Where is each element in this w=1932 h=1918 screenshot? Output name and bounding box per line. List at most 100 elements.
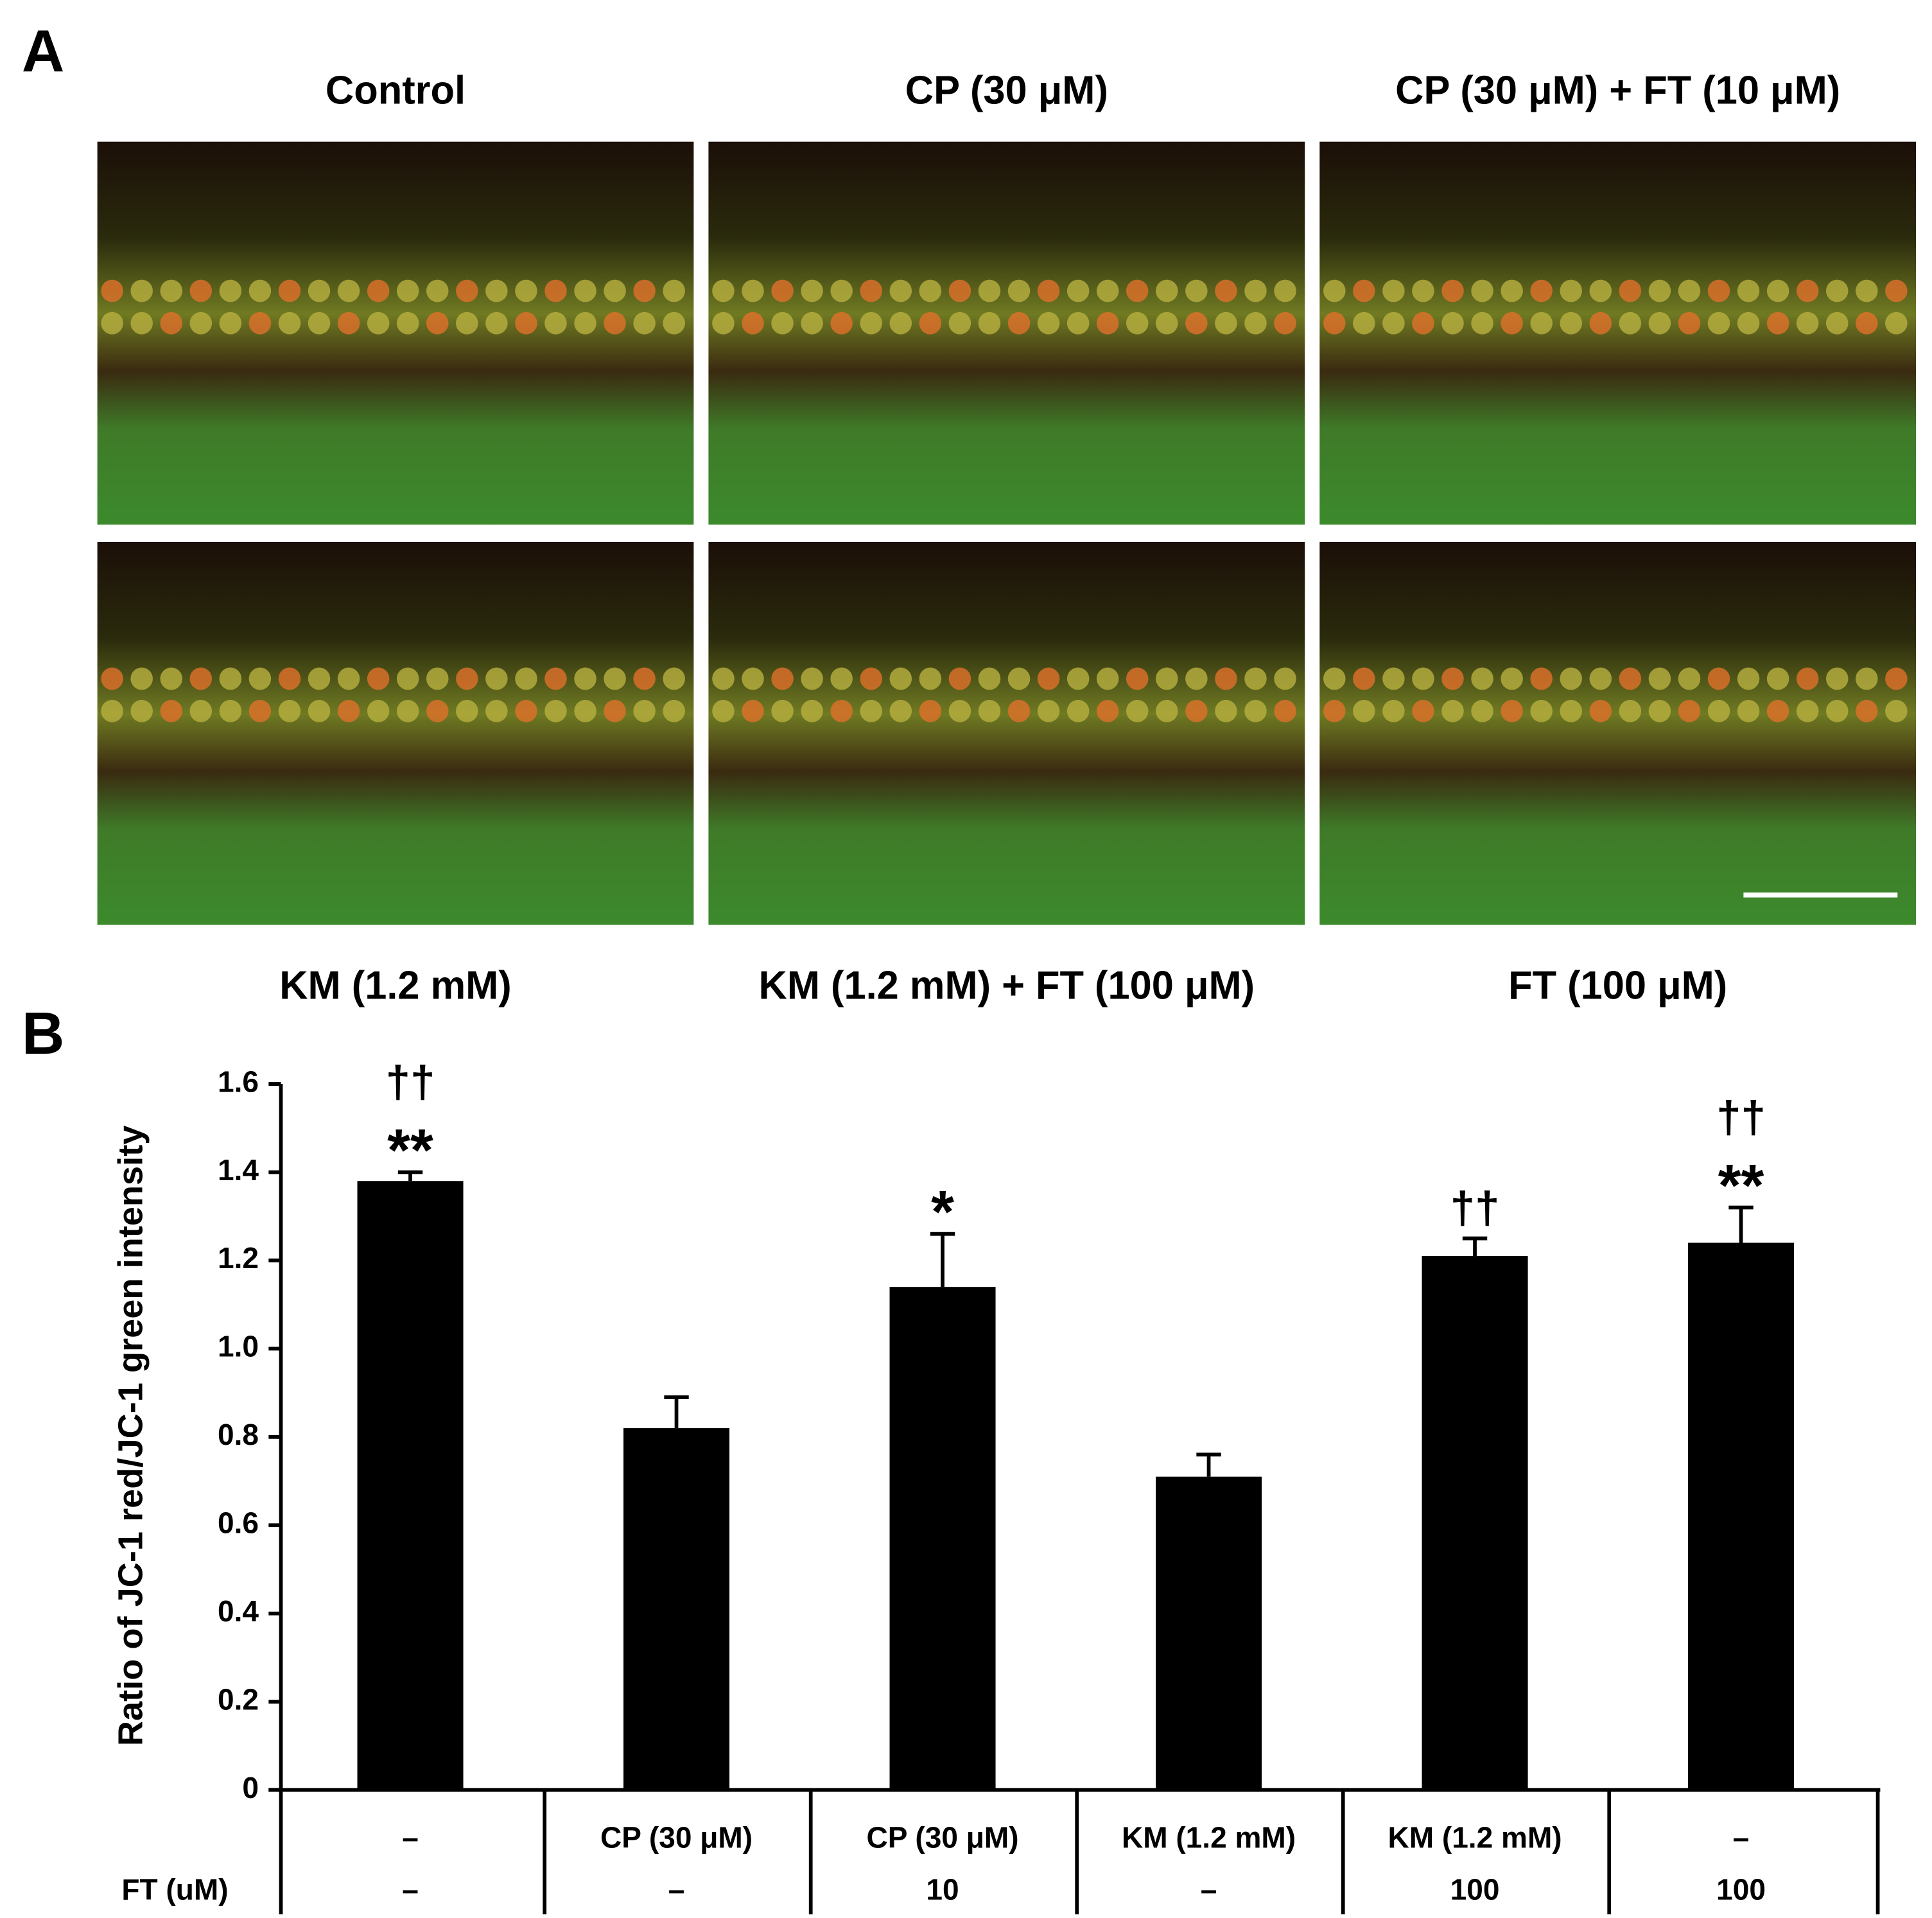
cell [801,311,823,335]
cell [1037,699,1060,722]
cell [248,311,272,335]
panel-label: B [22,1000,65,1067]
cell [948,279,971,302]
significance-mark: ** [387,1117,433,1183]
cell [1274,699,1296,722]
cell [633,279,656,302]
cell [1678,311,1701,335]
cell [1244,699,1267,722]
cell [1096,699,1119,722]
cell [189,311,213,335]
cell [801,279,823,302]
cell [130,667,153,690]
cell [633,699,656,722]
cell [101,667,123,690]
cell [278,279,301,302]
cell [1589,699,1612,722]
cell [456,311,478,335]
cell [742,699,764,722]
cell [1885,279,1908,302]
cell [1323,699,1346,722]
micrograph [708,141,1305,525]
cell [1185,667,1208,690]
cell [367,667,390,690]
cell [1501,311,1523,335]
cell [1796,311,1819,335]
cell [633,311,656,335]
cell [1353,279,1375,302]
significance-mark: †† [386,1056,435,1106]
cell [1323,311,1346,335]
cell [1156,279,1178,302]
cell [248,667,272,690]
cell [1037,279,1060,302]
cell [1707,311,1730,335]
cell [1066,311,1090,335]
cell [1737,311,1760,335]
cell [1066,699,1090,722]
cell [604,667,626,690]
cell [1707,699,1730,722]
ft-label: – [402,1872,419,1906]
significance-mark: ** [1718,1152,1764,1219]
cell [544,667,567,690]
cell [574,667,596,690]
cell [308,667,331,690]
cell [396,699,419,722]
cell [219,279,242,302]
cell [1215,699,1237,722]
cell [633,667,656,690]
cell [101,699,123,722]
cell [1215,667,1237,690]
y-tick-label: 0.4 [218,1594,259,1628]
cell [948,311,971,335]
cell [1530,699,1553,722]
cell [978,667,1001,690]
y-tick-label: 1.0 [218,1329,259,1363]
cell [1589,279,1612,302]
cell [1382,667,1405,690]
cell [801,699,823,722]
cell [978,279,1001,302]
cell [1560,279,1583,302]
cell [219,311,242,335]
cell [919,311,942,335]
cell [1501,667,1523,690]
cell [130,311,153,335]
cell [663,667,685,690]
cell [1156,311,1178,335]
cell [396,667,419,690]
bar-chart: 0 0.2 0.4 0.6 0.8 1.0 1.2 1.4 1.6 Ratio of JC-1 r… [112,1056,1881,1915]
cell [1766,699,1789,722]
panel-label: A [22,17,65,84]
cell [1825,279,1849,302]
ft-label: – [668,1872,685,1906]
cell [1007,699,1031,722]
micrograph-label: Control [326,68,466,112]
cell [1353,667,1375,690]
bar [1156,1476,1262,1790]
cell [1560,667,1583,690]
cell [1007,279,1031,302]
cell [1707,279,1730,302]
cell [1353,699,1375,722]
y-tick-label: 1.6 [218,1065,259,1098]
cell [515,311,537,335]
cell [712,279,735,302]
treatment-label: CP (30 μM) [866,1820,1018,1854]
cell [1678,667,1701,690]
cell [515,279,537,302]
cell [1766,279,1789,302]
cell [248,279,272,302]
cell [1007,667,1031,690]
cell [1274,667,1296,690]
micrograph [97,141,694,525]
cell [1885,667,1908,690]
cell [337,699,360,722]
cell [485,279,508,302]
cell [1737,279,1760,302]
cell [515,699,537,722]
cell [1885,311,1908,335]
cell [485,667,508,690]
cell [1441,667,1464,690]
